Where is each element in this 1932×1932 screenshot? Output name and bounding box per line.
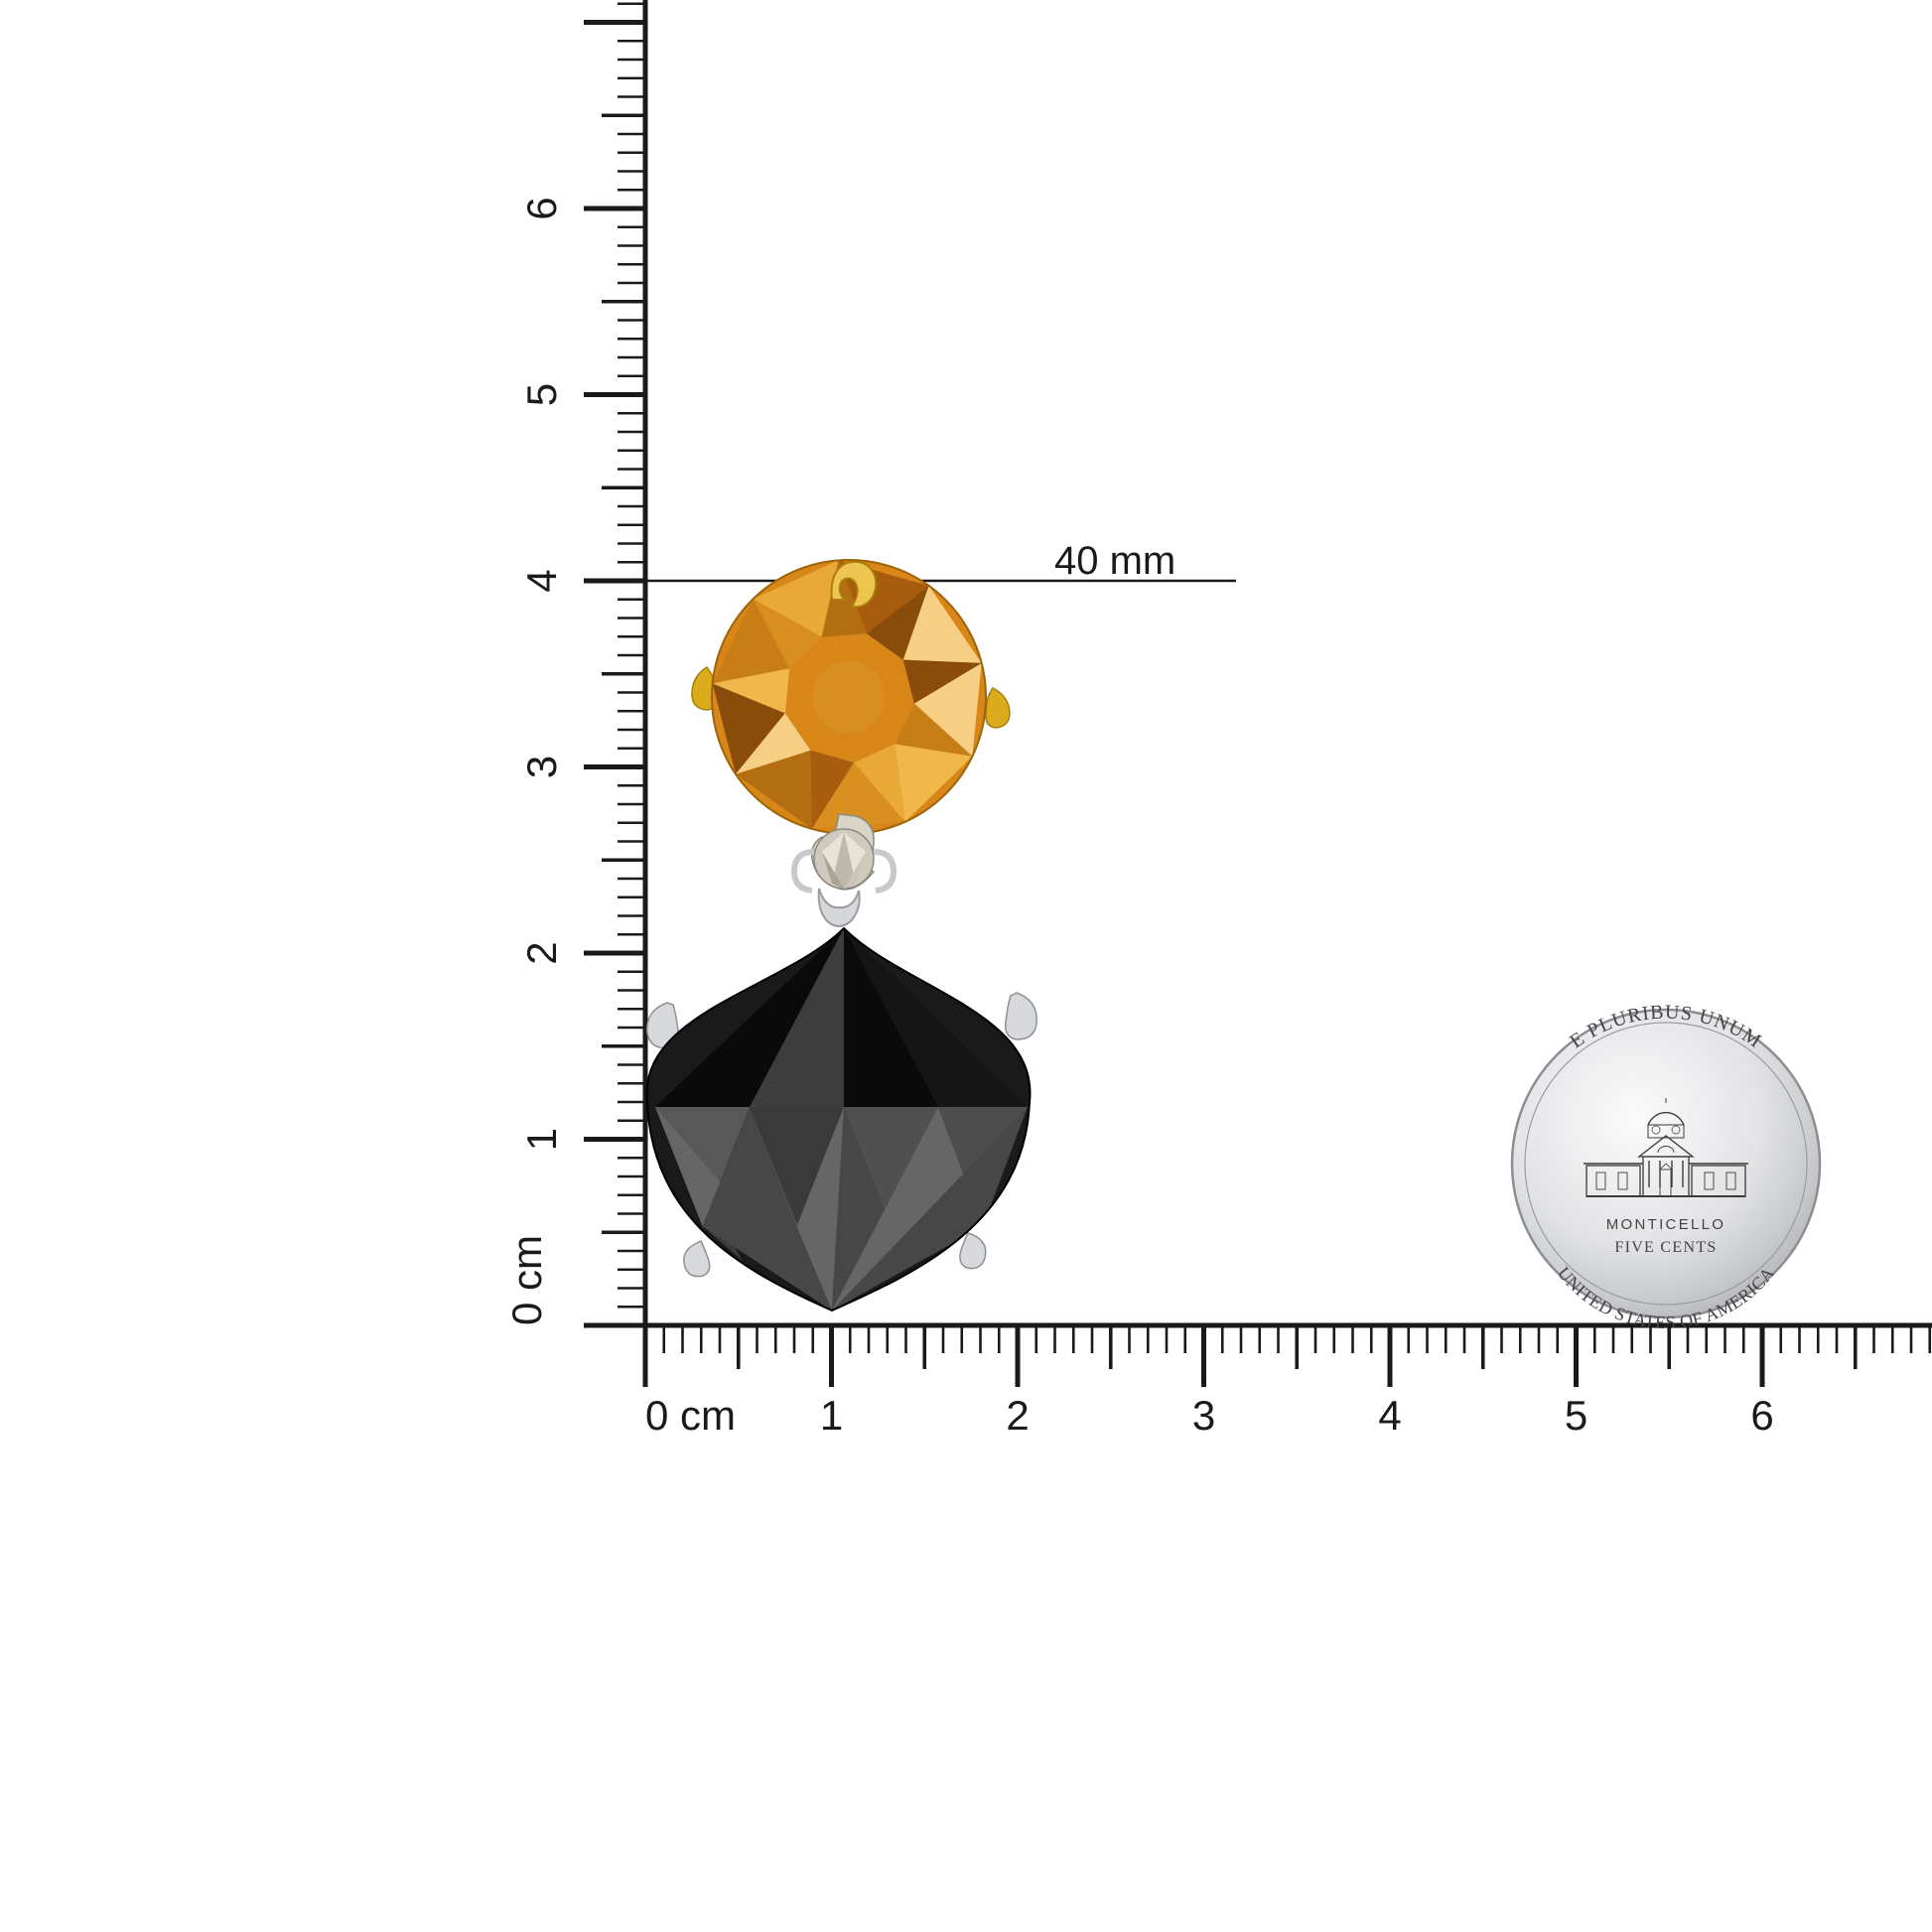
svg-text:0 cm: 0 cm — [503, 1235, 550, 1325]
svg-text:0 cm: 0 cm — [645, 1392, 736, 1439]
svg-text:FIVE CENTS: FIVE CENTS — [1614, 1239, 1717, 1256]
svg-text:2: 2 — [518, 941, 565, 964]
svg-text:MONTICELLO: MONTICELLO — [1606, 1216, 1726, 1233]
svg-text:4: 4 — [518, 569, 565, 592]
svg-text:2: 2 — [1006, 1392, 1029, 1439]
svg-text:3: 3 — [1192, 1392, 1215, 1439]
svg-text:5: 5 — [518, 383, 565, 406]
svg-text:5: 5 — [1565, 1392, 1587, 1439]
svg-text:1: 1 — [820, 1392, 843, 1439]
svg-text:3: 3 — [518, 756, 565, 778]
svg-text:4: 4 — [1378, 1392, 1401, 1439]
svg-text:6: 6 — [518, 197, 565, 219]
svg-text:40 mm: 40 mm — [1054, 539, 1175, 583]
svg-text:1: 1 — [518, 1128, 565, 1151]
svg-text:6: 6 — [1750, 1392, 1773, 1439]
